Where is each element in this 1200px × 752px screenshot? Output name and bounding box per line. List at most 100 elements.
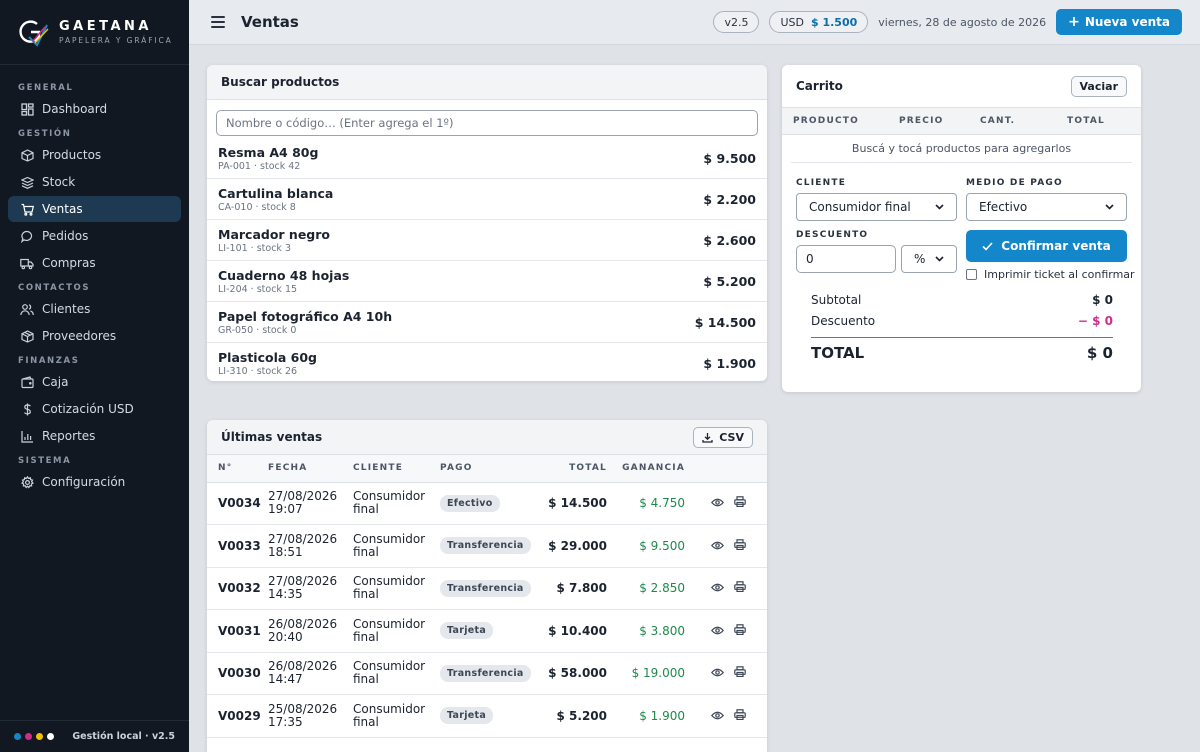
- product-row[interactable]: Papel fotográfico A4 10h GR-050 · stock 0…: [207, 302, 767, 343]
- view-icon[interactable]: [711, 581, 724, 595]
- sidebar-item-clientes[interactable]: Clientes: [8, 296, 181, 322]
- sidebar-item-compras[interactable]: Compras: [8, 250, 181, 276]
- sidebar-item-productos[interactable]: Productos: [8, 142, 181, 168]
- client-label: CLIENTE: [796, 178, 847, 188]
- product-row[interactable]: Marcador negro LI-101 · stock 3 $ 2.600: [207, 220, 767, 261]
- view-icon[interactable]: [711, 496, 724, 510]
- payment-select[interactable]: Efectivo: [966, 193, 1127, 221]
- sale-date: 27/08/2026: [268, 489, 338, 504]
- brand[interactable]: GAETANA PAPELERA Y GRÁFICA: [0, 0, 189, 65]
- product-price: $ 14.500: [694, 314, 756, 330]
- csv-export-button[interactable]: CSV: [693, 426, 753, 448]
- usd-value: $ 1.500: [810, 15, 858, 29]
- table-row[interactable]: V0034 27/08/2026 19:07 Consumidor final Efect…: [207, 482, 767, 525]
- product-name: Marcador negro: [218, 226, 331, 242]
- sale-number: V0030: [207, 652, 268, 695]
- nav-section-sistema: SISTEMA: [18, 456, 72, 466]
- sidebar-item-label: Pedidos: [42, 229, 89, 243]
- cart-card: Carrito Vaciar PRODUCTO PRECIO CANT. TOT…: [782, 65, 1141, 392]
- payment-label: MEDIO DE PAGO: [966, 178, 1063, 188]
- usd-label: USD: [780, 15, 804, 29]
- usd-rate-badge[interactable]: USD $ 1.500: [769, 11, 869, 33]
- view-icon[interactable]: [711, 709, 724, 723]
- view-icon[interactable]: [711, 539, 724, 553]
- product-search-input[interactable]: Nombre o código… (Enter agrega el 1º): [216, 110, 758, 136]
- product-row[interactable]: Plasticola 60g LI-310 · stock 26 $ 1.900: [207, 343, 767, 381]
- confirm-sale-button[interactable]: Confirmar venta: [966, 230, 1127, 262]
- sale-profit: $ 4.750: [607, 482, 685, 525]
- cart-col-qty: CANT.: [980, 116, 1016, 126]
- clear-cart-button[interactable]: Vaciar: [1070, 75, 1127, 97]
- sale-time: 20:40: [268, 629, 303, 644]
- print-icon[interactable]: [734, 538, 746, 553]
- new-sale-button[interactable]: + Nueva venta: [1056, 9, 1182, 35]
- chevron-down-icon: [935, 256, 944, 262]
- product-price: $ 5.200: [703, 273, 756, 289]
- dot: [36, 733, 43, 740]
- sale-date: 27/08/2026: [268, 531, 338, 546]
- discount-input[interactable]: 0: [796, 245, 896, 273]
- table-row[interactable]: V0033 27/08/2026 18:51 Consumidor final Trans…: [207, 524, 767, 568]
- subtotal-value: $ 0: [1092, 293, 1113, 307]
- sidebar-item-dashboard[interactable]: Dashboard: [8, 96, 181, 122]
- sale-client: Consumidor: [353, 701, 426, 716]
- sale-date: 26/08/2026: [268, 616, 338, 631]
- brand-name: GAETANA: [59, 19, 152, 34]
- sidebar-item-pedidos[interactable]: Pedidos: [8, 223, 181, 249]
- total-divider: [811, 337, 1113, 338]
- dollar-icon: [20, 402, 34, 416]
- print-ticket-option[interactable]: Imprimir ticket al confirmar: [966, 268, 1135, 281]
- confirm-sale-label: Confirmar venta: [1001, 239, 1111, 253]
- sidebar-item-label: Dashboard: [42, 102, 108, 116]
- table-row[interactable]: V0032 27/08/2026 14:35 Consumidor final Trans…: [207, 567, 767, 610]
- payment-badge: Tarjeta: [440, 622, 494, 640]
- client-select[interactable]: Consumidor final: [796, 193, 957, 221]
- sidebar-footer: Gestión local · v2.5: [0, 720, 189, 752]
- sidebar-item-stock[interactable]: Stock: [8, 169, 181, 195]
- print-icon[interactable]: [734, 666, 746, 680]
- chevron-down-icon: [1105, 204, 1114, 210]
- sidebar-item-reportes[interactable]: Reportes: [8, 423, 181, 449]
- view-icon[interactable]: [711, 666, 724, 680]
- product-meta: CA-010 · stock 8: [218, 201, 296, 213]
- csv-label: CSV: [719, 430, 744, 444]
- product-row[interactable]: Cartulina blanca CA-010 · stock 8 $ 2.200: [207, 179, 767, 220]
- table-row[interactable]: V0031 26/08/2026 20:40 Consumidor final Tarje…: [207, 609, 767, 653]
- sidebar-item-label: Clientes: [42, 302, 91, 316]
- table-row[interactable]: V0030 26/08/2026 14:47 Consumidor final Trans…: [207, 652, 767, 695]
- sidebar-item-ventas[interactable]: Ventas: [8, 196, 181, 222]
- sale-number: V0034: [207, 482, 268, 525]
- sale-number: V0032: [207, 567, 268, 610]
- sidebar-item-cotizacion-usd[interactable]: Cotización USD: [8, 396, 181, 422]
- sidebar-item-label: Productos: [42, 148, 102, 162]
- layers-icon: [20, 175, 34, 189]
- sale-profit: $ 19.000: [607, 652, 685, 695]
- print-icon[interactable]: [734, 496, 746, 510]
- print-icon[interactable]: [734, 708, 746, 723]
- table-row[interactable]: V0029 25/08/2026 17:35 Consumidor final Tarje…: [207, 694, 767, 738]
- sidebar-nav: GENERAL Dashboard GESTIÓN Productos Stoc…: [0, 65, 189, 495]
- view-icon[interactable]: [711, 624, 724, 638]
- print-ticket-checkbox[interactable]: [966, 269, 977, 280]
- sale-date: 26/08/2026: [268, 659, 338, 674]
- sidebar-item-configuracion[interactable]: Configuración: [8, 469, 181, 495]
- sale-client: final: [353, 587, 379, 602]
- sale-date: 27/08/2026: [268, 574, 338, 589]
- sale-total: $ 14.500: [537, 482, 607, 525]
- sales-card-title: Últimas ventas: [221, 430, 323, 444]
- print-icon[interactable]: [734, 623, 746, 638]
- print-icon[interactable]: [734, 581, 746, 595]
- menu-icon[interactable]: [211, 16, 225, 28]
- payment-badge: Tarjeta: [440, 707, 494, 725]
- product-name: Plasticola 60g: [218, 350, 317, 365]
- discount-type-select[interactable]: %: [901, 245, 957, 273]
- product-row[interactable]: Cuaderno 48 hojas LI-204 · stock 15 $ 5.2…: [207, 261, 767, 302]
- sale-total: $ 5.200: [537, 694, 607, 738]
- sale-time: 14:47: [268, 672, 303, 687]
- sidebar-item-proveedores[interactable]: Proveedores: [8, 323, 181, 349]
- dot: [25, 733, 32, 740]
- sidebar-item-caja[interactable]: Caja: [8, 369, 181, 395]
- grid-icon: [20, 102, 34, 116]
- product-row[interactable]: Resma A4 80g PA-001 · stock 42 $ 9.500: [207, 138, 767, 179]
- page-title: Ventas: [241, 13, 299, 31]
